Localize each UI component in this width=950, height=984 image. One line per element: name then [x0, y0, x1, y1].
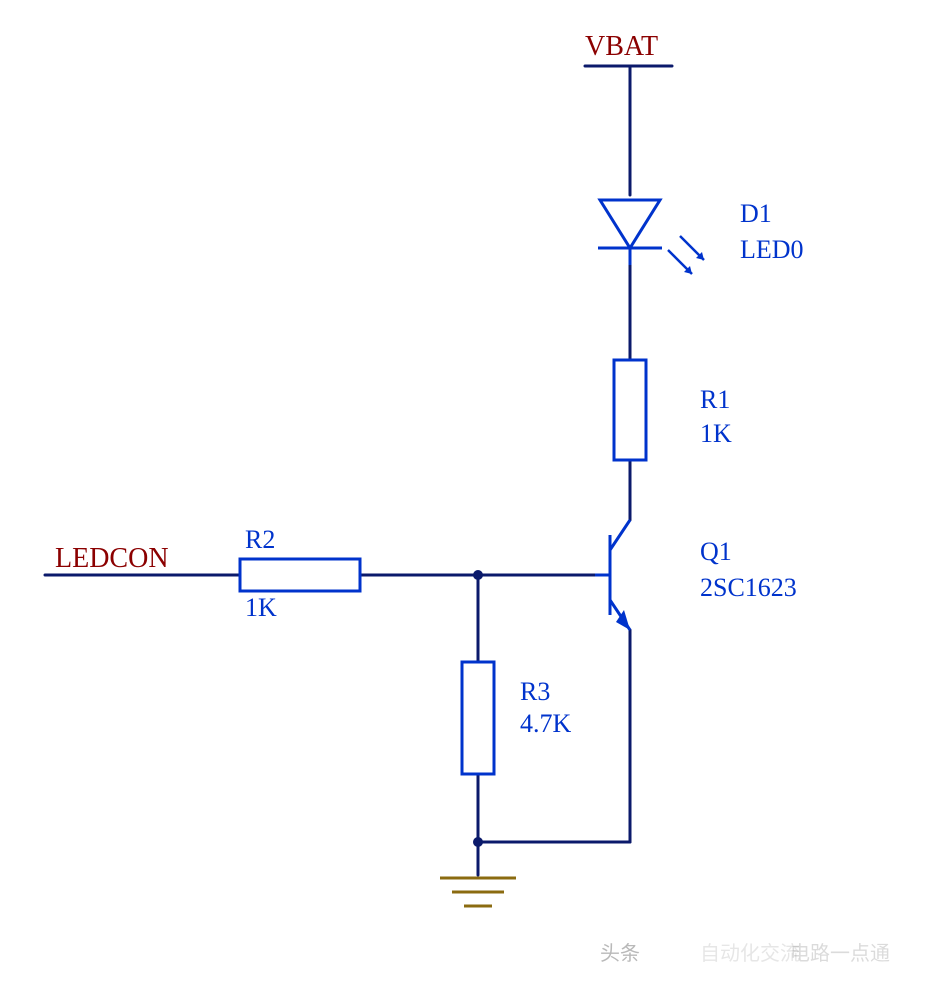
r3-value: 4.7K [520, 709, 572, 738]
led-arrows-icon [668, 236, 704, 274]
schematic-canvas: VBAT LEDCON D1 LED0 R1 1K R2 1K R3 4.7K … [0, 0, 950, 984]
d1-ref: D1 [740, 199, 772, 228]
d1-value: LED0 [740, 235, 804, 264]
r3-ref: R3 [520, 677, 550, 706]
net-vbat-label: VBAT [585, 31, 658, 62]
junction-base [473, 570, 483, 580]
junction-ground [473, 837, 483, 847]
q1-value: 2SC1623 [700, 573, 797, 602]
r2-value: 1K [245, 593, 277, 622]
labels: VBAT LEDCON D1 LED0 R1 1K R2 1K R3 4.7K … [55, 31, 804, 738]
resistor-r2 [240, 559, 360, 591]
resistor-r3 [462, 662, 494, 774]
resistor-r1 [614, 360, 646, 460]
watermark-right: 电路一点通 [790, 937, 890, 966]
r1-value: 1K [700, 419, 732, 448]
net-ledcon-label: LEDCON [55, 543, 169, 574]
r1-ref: R1 [700, 385, 730, 414]
r2-ref: R2 [245, 525, 275, 554]
watermark-left: 头条 [600, 937, 640, 966]
watermark-mid: 自动化交流 [700, 937, 800, 966]
transistor-q1 [595, 520, 630, 630]
led-d1 [598, 200, 704, 274]
q1-ref: Q1 [700, 537, 732, 566]
ground-icon [440, 878, 516, 906]
wires [45, 66, 672, 875]
